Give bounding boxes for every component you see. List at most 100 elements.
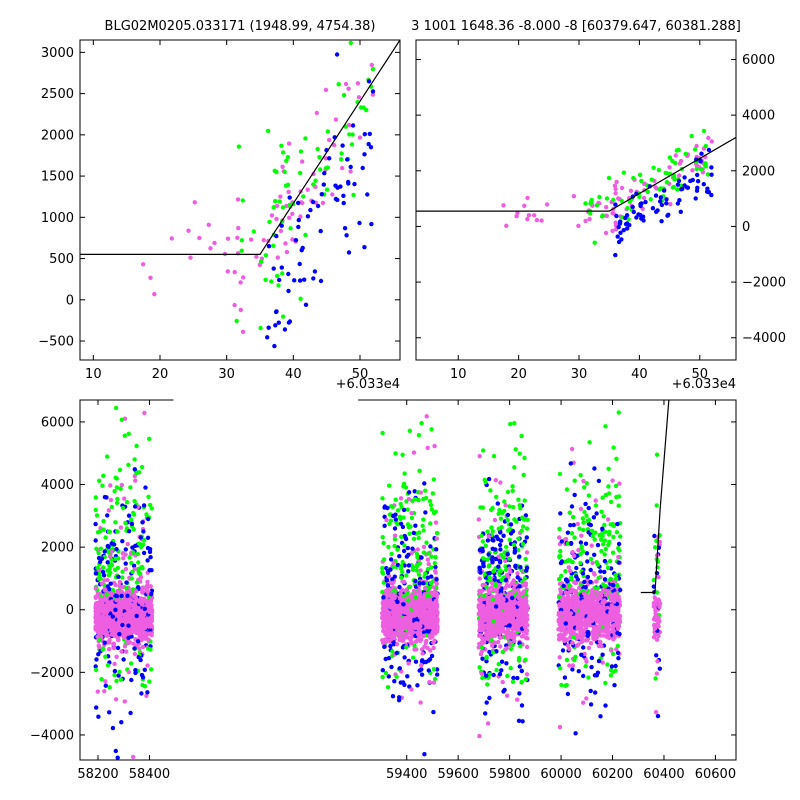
- data-point: [297, 261, 302, 267]
- data-point: [565, 541, 571, 546]
- data-point: [651, 165, 656, 170]
- data-point: [693, 196, 698, 201]
- data-point: [148, 667, 154, 672]
- data-point: [435, 672, 440, 677]
- data-point: [557, 581, 563, 587]
- data-point: [487, 575, 492, 580]
- data-point: [298, 214, 303, 219]
- data-point: [115, 755, 120, 760]
- data-point: [286, 288, 291, 294]
- data-point: [405, 545, 410, 551]
- data-point: [572, 492, 577, 498]
- data-point: [603, 230, 609, 236]
- data-point: [116, 637, 121, 643]
- data-point: [655, 659, 660, 664]
- data-point: [508, 421, 513, 427]
- chart-top-right-x-ticks: 10 20 30 40 50: [450, 40, 708, 382]
- data-point: [403, 485, 409, 490]
- data-point: [510, 595, 515, 601]
- data-point: [503, 558, 508, 564]
- data-point: [346, 86, 351, 91]
- data-point: [667, 165, 672, 170]
- data-point: [129, 560, 134, 566]
- data-point: [115, 645, 121, 651]
- data-point: [508, 646, 514, 652]
- data-point: [147, 620, 152, 625]
- data-point: [701, 182, 706, 187]
- data-point: [504, 661, 509, 666]
- data-point: [683, 151, 688, 157]
- data-point: [513, 447, 518, 452]
- data-point: [380, 668, 385, 673]
- data-point: [398, 622, 404, 627]
- data-point: [346, 181, 351, 186]
- data-point: [616, 656, 621, 661]
- data-point: [520, 541, 526, 547]
- data-point: [122, 496, 127, 501]
- data-point: [508, 522, 514, 527]
- data-point: [577, 526, 582, 531]
- data-point: [368, 145, 374, 150]
- data-point: [392, 543, 397, 549]
- data-point: [340, 165, 345, 171]
- data-point: [287, 195, 292, 200]
- data-point: [614, 576, 619, 581]
- data-point: [272, 343, 277, 349]
- data-point: [327, 156, 332, 161]
- data-point: [569, 504, 575, 509]
- data-point: [102, 640, 107, 645]
- chart-bottom-points: [93, 405, 663, 760]
- data-point: [188, 255, 193, 260]
- data-point: [326, 137, 332, 143]
- data-point: [417, 589, 422, 595]
- data-point: [654, 637, 660, 642]
- data-point: [132, 504, 138, 509]
- data-point: [235, 197, 241, 202]
- data-point: [367, 131, 372, 137]
- data-point: [274, 203, 280, 209]
- data-point: [418, 700, 423, 705]
- data-point: [506, 602, 511, 607]
- x-tick-label: 20: [510, 367, 527, 382]
- data-point: [287, 319, 293, 324]
- data-point: [583, 664, 588, 669]
- data-point: [599, 549, 604, 554]
- data-point: [341, 200, 346, 206]
- data-point: [115, 589, 120, 594]
- data-point: [128, 517, 134, 522]
- data-point: [389, 551, 394, 557]
- data-point: [497, 508, 502, 513]
- data-point: [108, 581, 113, 586]
- data-point: [400, 452, 405, 457]
- data-point: [333, 196, 339, 202]
- data-point: [572, 657, 577, 663]
- data-point: [586, 517, 592, 523]
- data-point: [610, 228, 615, 234]
- data-point: [434, 530, 440, 536]
- data-point: [570, 550, 575, 555]
- data-point: [494, 534, 499, 539]
- data-point: [404, 573, 409, 578]
- data-point: [637, 194, 642, 200]
- data-point: [126, 462, 131, 468]
- data-point: [383, 670, 389, 676]
- data-point: [404, 554, 410, 559]
- data-point: [119, 593, 124, 599]
- data-point: [591, 515, 597, 520]
- data-point: [605, 517, 611, 522]
- data-point: [347, 132, 352, 137]
- data-point: [489, 525, 494, 530]
- data-point: [101, 518, 106, 524]
- data-point: [423, 488, 428, 493]
- data-point: [584, 513, 589, 518]
- data-point: [277, 199, 282, 204]
- data-point: [515, 675, 520, 681]
- data-point: [357, 220, 362, 226]
- data-point: [600, 660, 605, 665]
- data-point: [517, 664, 522, 669]
- data-point: [654, 452, 660, 457]
- data-point: [391, 631, 396, 636]
- data-point: [429, 427, 434, 432]
- data-point: [402, 533, 407, 539]
- data-point: [605, 624, 610, 630]
